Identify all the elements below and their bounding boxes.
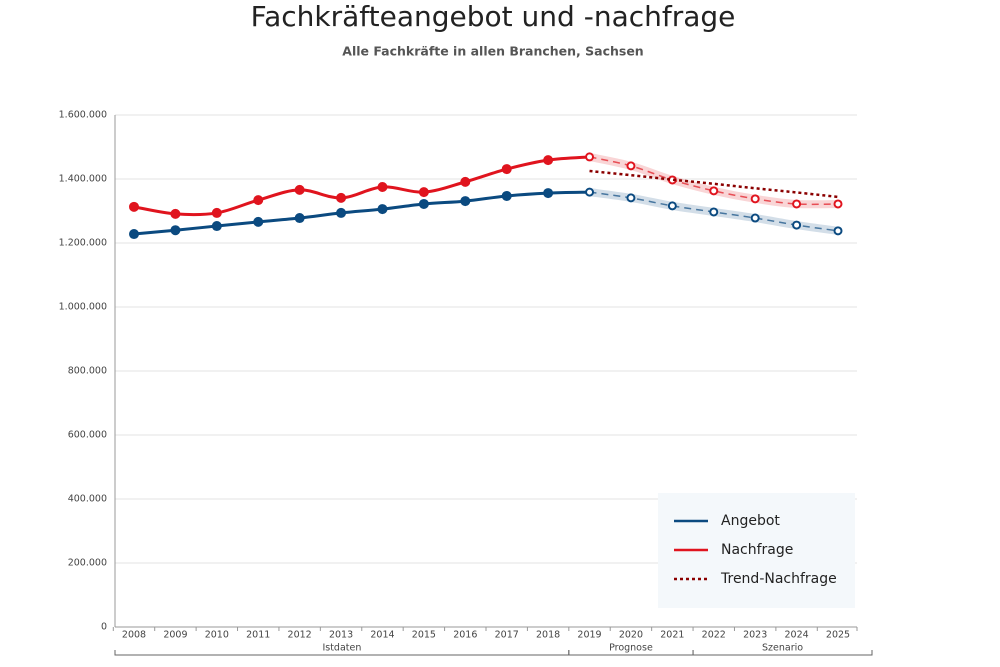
y-tick-label: 400.000 <box>68 494 107 505</box>
data-point <box>709 207 719 217</box>
data-point <box>833 226 843 236</box>
data-point <box>667 201 677 211</box>
period-label: Prognose <box>609 643 653 654</box>
data-point <box>211 207 222 218</box>
period-bracket <box>692 650 873 656</box>
legend-label: Nachfrage <box>721 542 793 558</box>
data-point <box>129 201 139 212</box>
x-tick-label: 2022 <box>702 630 726 641</box>
x-tick-label: 2016 <box>453 630 477 641</box>
data-point <box>460 196 471 207</box>
data-point <box>709 186 719 196</box>
data-point <box>129 229 139 240</box>
data-point <box>211 221 222 232</box>
x-tick-label: 2021 <box>660 630 684 641</box>
y-tick-label: 200.000 <box>68 558 107 569</box>
data-point <box>585 152 595 162</box>
data-point <box>294 184 305 195</box>
y-tick-label: 1.400.000 <box>59 174 107 185</box>
data-point <box>626 161 636 171</box>
y-tick-label: 1.200.000 <box>59 238 107 249</box>
data-point <box>626 193 636 203</box>
x-tick-label: 2009 <box>163 630 187 641</box>
data-point <box>418 187 429 198</box>
data-point <box>501 190 512 201</box>
x-tick-label: 2014 <box>370 630 394 641</box>
x-tick-label: 2010 <box>205 630 229 641</box>
data-point <box>336 192 347 203</box>
data-point <box>336 207 347 218</box>
data-point <box>377 204 388 215</box>
y-tick-label: 1.600.000 <box>59 110 107 121</box>
y-tick-label: 1.000.000 <box>59 302 107 313</box>
legend-label: Trend-Nachfrage <box>720 571 837 587</box>
x-tick-label: 2008 <box>122 630 146 641</box>
x-tick-label: 2020 <box>619 630 643 641</box>
period-label: Istdaten <box>322 643 361 654</box>
legend-label: Angebot <box>721 513 780 529</box>
data-point <box>585 187 595 197</box>
data-point <box>792 199 802 209</box>
y-tick-label: 800.000 <box>68 366 107 377</box>
data-point <box>543 155 554 166</box>
data-point <box>377 182 388 192</box>
data-point <box>750 194 760 204</box>
data-point <box>460 176 471 187</box>
x-tick-label: 2024 <box>784 630 808 641</box>
y-tick-label: 600.000 <box>68 430 107 441</box>
x-tick-label: 2025 <box>826 630 850 641</box>
data-point <box>170 225 181 236</box>
data-point <box>253 195 264 206</box>
period-label: Szenario <box>762 643 803 654</box>
x-tick-label: 2013 <box>329 630 353 641</box>
data-point <box>418 198 429 209</box>
chart-title: Fachkräfteangebot und -nachfrage <box>251 0 736 33</box>
y-tick-label: 0 <box>101 622 107 633</box>
data-point <box>253 216 264 227</box>
x-tick-label: 2018 <box>536 630 560 641</box>
x-tick-label: 2017 <box>495 630 519 641</box>
data-point <box>833 199 843 209</box>
chart-subtitle: Alle Fachkräfte in allen Branchen, Sachs… <box>342 44 643 59</box>
data-point <box>792 220 802 230</box>
data-point <box>750 213 760 223</box>
data-point <box>543 188 554 199</box>
x-tick-label: 2012 <box>288 630 312 641</box>
data-point <box>294 213 305 224</box>
series-line <box>133 155 590 217</box>
data-point <box>501 164 512 175</box>
x-tick-label: 2015 <box>412 630 436 641</box>
x-tick-label: 2023 <box>743 630 767 641</box>
x-tick-label: 2019 <box>577 630 601 641</box>
x-tick-label: 2011 <box>246 630 270 641</box>
data-point <box>170 208 181 219</box>
